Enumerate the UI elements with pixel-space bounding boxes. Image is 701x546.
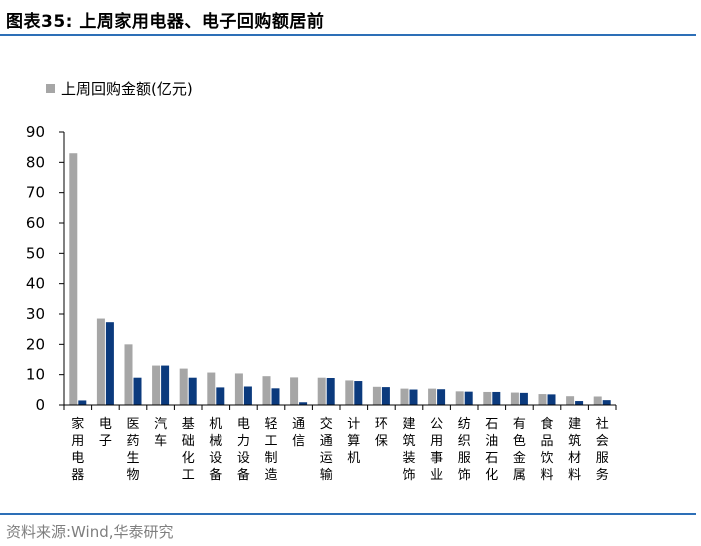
source-note: 资料来源:Wind,华泰研究 bbox=[6, 523, 174, 541]
bottom-divider bbox=[0, 513, 696, 515]
bar-navy bbox=[299, 402, 308, 405]
x-category-label: 纺织服饰 bbox=[458, 417, 471, 483]
x-category-label: 医药生物 bbox=[126, 417, 139, 483]
bar-gray bbox=[428, 388, 437, 405]
bar-gray bbox=[262, 376, 271, 405]
bar-navy bbox=[547, 394, 556, 405]
y-tick-label: 70 bbox=[26, 184, 45, 202]
bar-navy bbox=[326, 378, 335, 405]
y-tick-label: 0 bbox=[35, 396, 45, 414]
x-category-label: 计算机 bbox=[347, 417, 360, 466]
x-category-label: 食品饮料 bbox=[540, 416, 553, 483]
bar-navy bbox=[409, 389, 418, 405]
bar-gray bbox=[96, 318, 105, 405]
x-category-label: 通信 bbox=[292, 417, 305, 449]
bar-gray bbox=[372, 386, 381, 405]
bar-gray bbox=[69, 153, 78, 405]
bar-gray bbox=[152, 365, 161, 405]
y-tick-label: 80 bbox=[26, 153, 45, 171]
y-tick-label: 20 bbox=[26, 335, 45, 353]
bar-gray bbox=[593, 396, 602, 405]
x-category-label: 机械设备 bbox=[209, 417, 222, 483]
bar-navy bbox=[437, 389, 446, 405]
y-tick-label: 90 bbox=[26, 123, 45, 141]
x-category-label: 交通运输 bbox=[320, 416, 333, 483]
bar-navy bbox=[519, 392, 528, 405]
figure-title: 图表35: 上周家用电器、电子回购额居前 bbox=[6, 12, 325, 32]
bar-navy bbox=[78, 400, 87, 405]
bar-gray bbox=[566, 396, 575, 405]
x-category-label: 家用电器 bbox=[71, 416, 84, 483]
bar-navy bbox=[243, 386, 252, 405]
y-tick-label: 30 bbox=[26, 305, 45, 323]
bar-gray bbox=[317, 377, 326, 405]
bar-navy bbox=[133, 377, 142, 405]
x-category-label: 汽车 bbox=[154, 417, 167, 449]
x-category-label: 基础化工 bbox=[182, 417, 195, 483]
bar-gray bbox=[179, 368, 188, 405]
x-category-label: 建筑装饰 bbox=[402, 417, 415, 483]
bar-navy bbox=[602, 400, 611, 405]
x-category-label: 建筑材料 bbox=[568, 417, 581, 483]
x-category-label: 电力设备 bbox=[237, 417, 250, 483]
bar-gray bbox=[345, 380, 354, 405]
bar-navy bbox=[492, 391, 501, 405]
bar-gray bbox=[207, 372, 216, 405]
bar-navy bbox=[161, 365, 170, 405]
x-category-label: 电子 bbox=[99, 417, 112, 449]
x-category-label: 石油石化 bbox=[485, 417, 498, 483]
bar-gray bbox=[234, 373, 243, 405]
y-tick-label: 50 bbox=[26, 244, 45, 262]
x-category-label: 轻工制造 bbox=[264, 417, 277, 483]
bar-gray bbox=[290, 377, 299, 405]
top-divider bbox=[0, 34, 696, 36]
bar-navy bbox=[575, 401, 584, 405]
bar-navy bbox=[216, 387, 225, 405]
bar-navy bbox=[464, 391, 473, 405]
legend-swatch-gray bbox=[46, 84, 55, 93]
bar-gray bbox=[483, 391, 492, 405]
bar-navy bbox=[271, 388, 280, 405]
x-category-label: 公用事业 bbox=[430, 417, 443, 483]
legend-label: 上周回购金额(亿元) bbox=[61, 80, 193, 98]
chart-legend: 上周回购金额(亿元) bbox=[46, 78, 193, 99]
x-category-label: 环保 bbox=[375, 417, 388, 449]
bar-navy bbox=[354, 381, 363, 405]
y-tick-label: 10 bbox=[26, 366, 45, 384]
y-tick-label: 60 bbox=[26, 214, 45, 232]
x-category-label: 社会服务 bbox=[596, 416, 609, 483]
bar-gray bbox=[400, 388, 409, 405]
bar-navy bbox=[105, 322, 114, 405]
y-tick-label: 40 bbox=[26, 275, 45, 293]
bar-navy bbox=[381, 387, 390, 405]
x-category-label: 有色金属 bbox=[513, 417, 526, 483]
bar-gray bbox=[538, 394, 547, 405]
bar-gray bbox=[455, 391, 464, 405]
bar-navy bbox=[188, 377, 197, 405]
bar-gray bbox=[510, 392, 519, 405]
bar-gray bbox=[124, 344, 133, 405]
